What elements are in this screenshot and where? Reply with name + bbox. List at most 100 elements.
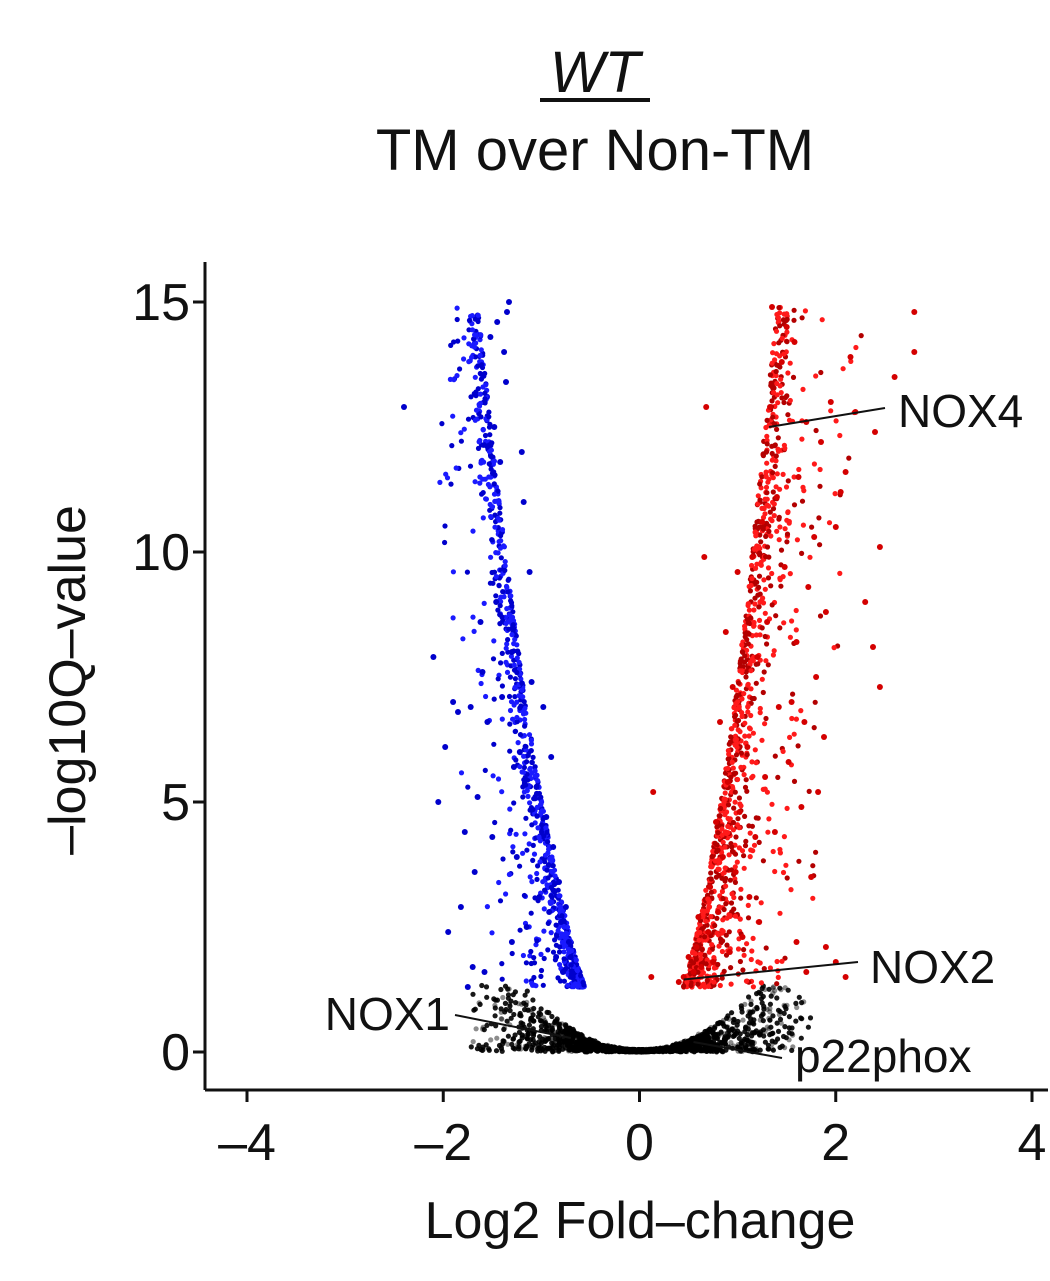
point-up xyxy=(735,717,742,724)
point-up xyxy=(723,932,729,938)
point-up xyxy=(732,864,738,870)
point-down xyxy=(529,822,535,828)
point-up xyxy=(714,930,720,936)
point-up xyxy=(719,888,726,895)
point-down xyxy=(543,814,550,820)
point-up xyxy=(720,839,726,845)
point-up xyxy=(789,715,795,722)
point-ns xyxy=(505,995,511,1001)
point-up xyxy=(775,315,782,321)
point-ns xyxy=(726,1028,732,1034)
point-up xyxy=(756,573,763,579)
point-ns xyxy=(557,1021,563,1027)
point-up xyxy=(762,721,768,727)
point-up xyxy=(759,519,766,525)
point-down xyxy=(529,759,535,766)
point-down xyxy=(498,555,504,561)
point-up xyxy=(822,944,829,950)
point-ns xyxy=(516,1043,522,1050)
point-up xyxy=(774,958,780,965)
point-up xyxy=(748,582,754,589)
point-up xyxy=(736,825,742,831)
point-ns xyxy=(648,1047,654,1053)
point-up xyxy=(681,983,687,989)
point-ns xyxy=(481,1027,487,1033)
point-up xyxy=(764,417,770,423)
point-ns xyxy=(516,1039,522,1045)
point-up xyxy=(793,639,800,645)
point-down xyxy=(475,312,481,318)
point-up xyxy=(779,958,785,964)
point-down xyxy=(548,884,554,891)
point-down xyxy=(477,352,483,358)
point-up xyxy=(767,965,774,971)
point-ns xyxy=(499,1016,505,1022)
point-up xyxy=(744,630,750,636)
point-up xyxy=(784,539,790,545)
point-ns xyxy=(635,1046,641,1053)
point-ns xyxy=(492,1002,498,1009)
point-down xyxy=(486,474,492,480)
point-up xyxy=(753,895,759,901)
point-down xyxy=(567,954,574,960)
point-down xyxy=(539,822,545,828)
point-up xyxy=(708,870,714,876)
point-ns xyxy=(571,1028,577,1034)
point-down xyxy=(569,948,575,954)
point-down xyxy=(497,505,503,511)
point-down xyxy=(482,767,488,774)
point-down xyxy=(510,849,516,855)
point-down xyxy=(519,687,525,693)
point-down xyxy=(495,488,501,494)
point-down xyxy=(491,569,498,575)
point-down xyxy=(528,741,535,747)
point-up xyxy=(725,765,731,772)
point-ns xyxy=(782,985,788,991)
point-up xyxy=(732,789,738,795)
x-tick-label: 4 xyxy=(1018,1114,1047,1172)
point-down xyxy=(537,859,543,865)
point-up xyxy=(770,848,776,855)
point-down xyxy=(533,983,539,989)
point-up xyxy=(770,506,777,512)
point-up xyxy=(746,607,753,613)
point-up xyxy=(738,658,744,664)
point-up xyxy=(733,736,740,743)
point-up xyxy=(703,404,710,410)
point-up xyxy=(728,789,735,795)
point-ns xyxy=(552,1048,558,1054)
point-ns xyxy=(546,1022,552,1028)
point-up xyxy=(769,602,775,608)
point-down xyxy=(471,628,477,635)
point-down xyxy=(503,891,509,897)
point-down xyxy=(537,838,543,844)
point-ns xyxy=(511,1011,517,1018)
x-tick-label: –4 xyxy=(218,1114,276,1172)
point-down xyxy=(561,942,568,948)
point-up xyxy=(703,918,709,924)
point-up xyxy=(791,502,798,508)
point-up xyxy=(801,719,808,725)
point-down xyxy=(494,319,501,325)
point-ns xyxy=(750,1020,756,1026)
point-down xyxy=(526,841,532,847)
point-ns xyxy=(611,1045,617,1051)
point-down xyxy=(513,854,520,860)
point-up xyxy=(753,545,759,551)
point-down xyxy=(468,394,474,400)
point-up xyxy=(728,981,734,987)
point-ns xyxy=(498,1006,504,1012)
point-up xyxy=(847,354,854,360)
point-down xyxy=(573,957,579,963)
point-ns xyxy=(526,1022,533,1028)
point-ns xyxy=(524,988,530,994)
point-up xyxy=(739,696,745,702)
point-down xyxy=(508,939,515,945)
point-down xyxy=(481,969,488,975)
point-ns xyxy=(730,1016,737,1022)
point-down xyxy=(468,313,474,319)
point-ns xyxy=(754,991,760,997)
point-up xyxy=(738,750,745,756)
point-down xyxy=(442,539,448,546)
point-down xyxy=(493,593,499,599)
